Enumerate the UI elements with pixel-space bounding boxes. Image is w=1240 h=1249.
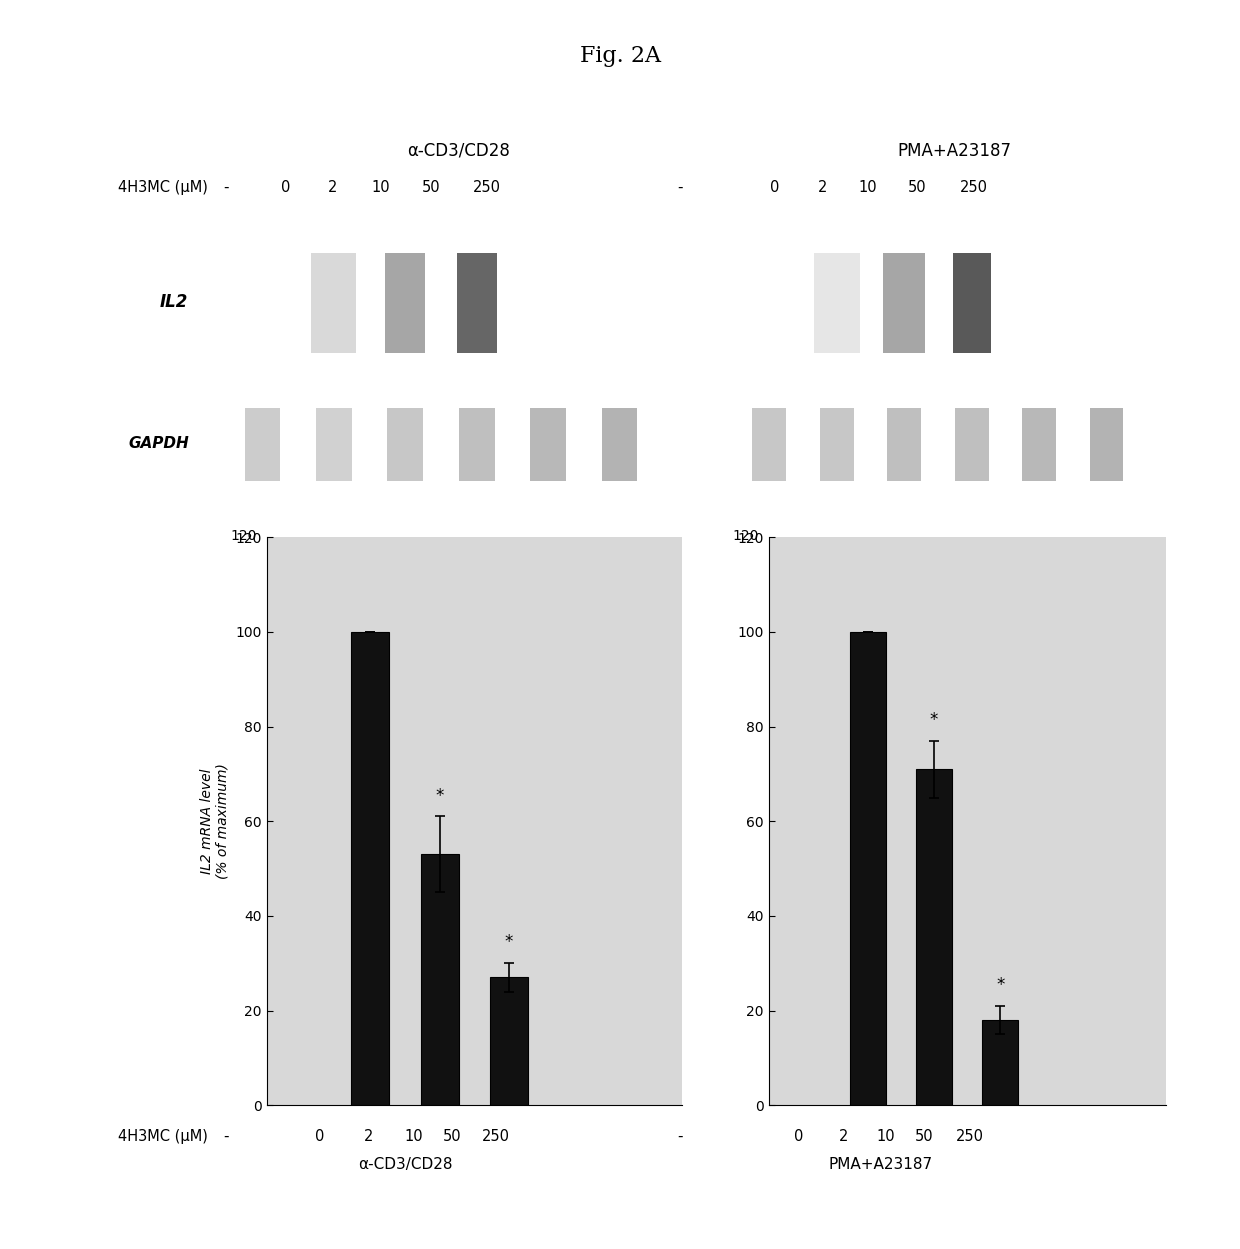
Text: 50: 50 bbox=[908, 180, 928, 195]
Bar bbox=[316, 408, 352, 481]
Text: 10: 10 bbox=[858, 180, 878, 195]
Bar bbox=[456, 254, 497, 353]
Text: 2: 2 bbox=[327, 180, 337, 195]
Bar bbox=[849, 632, 887, 1105]
Bar bbox=[888, 408, 921, 481]
Text: 50: 50 bbox=[914, 1129, 934, 1144]
Text: PMA+A23187: PMA+A23187 bbox=[898, 142, 1012, 160]
Text: 0: 0 bbox=[770, 180, 780, 195]
Bar bbox=[883, 254, 925, 353]
Bar bbox=[244, 408, 280, 481]
Bar bbox=[490, 978, 528, 1105]
Text: 2: 2 bbox=[363, 1129, 373, 1144]
Text: 2: 2 bbox=[817, 180, 827, 195]
Bar bbox=[459, 408, 495, 481]
Text: Fig. 2A: Fig. 2A bbox=[579, 45, 661, 67]
Text: α-CD3/CD28: α-CD3/CD28 bbox=[408, 142, 510, 160]
Text: 250: 250 bbox=[482, 1129, 510, 1144]
Text: 10: 10 bbox=[371, 180, 391, 195]
Bar bbox=[955, 408, 988, 481]
Bar bbox=[820, 408, 853, 481]
Text: 250: 250 bbox=[960, 180, 987, 195]
Bar bbox=[531, 408, 565, 481]
Text: 0: 0 bbox=[794, 1129, 804, 1144]
Text: -: - bbox=[223, 1129, 228, 1144]
Text: 2: 2 bbox=[838, 1129, 848, 1144]
Text: 4H3MC (μM): 4H3MC (μM) bbox=[118, 180, 207, 195]
Text: 10: 10 bbox=[875, 1129, 895, 1144]
Bar bbox=[311, 254, 356, 353]
Text: 250: 250 bbox=[474, 180, 501, 195]
Bar bbox=[387, 408, 423, 481]
Bar bbox=[1090, 408, 1123, 481]
Text: *: * bbox=[505, 933, 513, 952]
Bar bbox=[420, 854, 459, 1105]
Text: 4H3MC (μM): 4H3MC (μM) bbox=[118, 1129, 207, 1144]
Text: 10: 10 bbox=[404, 1129, 424, 1144]
Text: -: - bbox=[677, 180, 682, 195]
Text: GAPDH: GAPDH bbox=[129, 436, 188, 451]
Text: PMA+A23187: PMA+A23187 bbox=[828, 1157, 932, 1172]
Text: -: - bbox=[677, 1129, 682, 1144]
Bar bbox=[351, 632, 389, 1105]
Bar bbox=[916, 769, 952, 1105]
Bar bbox=[601, 408, 637, 481]
Text: α-CD3/CD28: α-CD3/CD28 bbox=[358, 1157, 453, 1172]
Text: *: * bbox=[435, 787, 444, 804]
Text: *: * bbox=[930, 711, 939, 729]
Bar bbox=[1022, 408, 1056, 481]
Text: 50: 50 bbox=[422, 180, 441, 195]
Text: *: * bbox=[996, 975, 1004, 994]
Text: -: - bbox=[223, 180, 228, 195]
Y-axis label: IL2 mRNA level
(% of maximum): IL2 mRNA level (% of maximum) bbox=[200, 763, 229, 879]
Bar bbox=[982, 1020, 1018, 1105]
Bar bbox=[813, 254, 861, 353]
Text: 250: 250 bbox=[956, 1129, 983, 1144]
Text: IL2: IL2 bbox=[160, 294, 187, 311]
Text: 50: 50 bbox=[443, 1129, 463, 1144]
Text: 120: 120 bbox=[231, 528, 257, 543]
Text: 0: 0 bbox=[315, 1129, 325, 1144]
Bar bbox=[952, 254, 991, 353]
Text: 0: 0 bbox=[280, 180, 290, 195]
Text: 120: 120 bbox=[733, 528, 759, 543]
Bar bbox=[386, 254, 425, 353]
Bar bbox=[753, 408, 786, 481]
